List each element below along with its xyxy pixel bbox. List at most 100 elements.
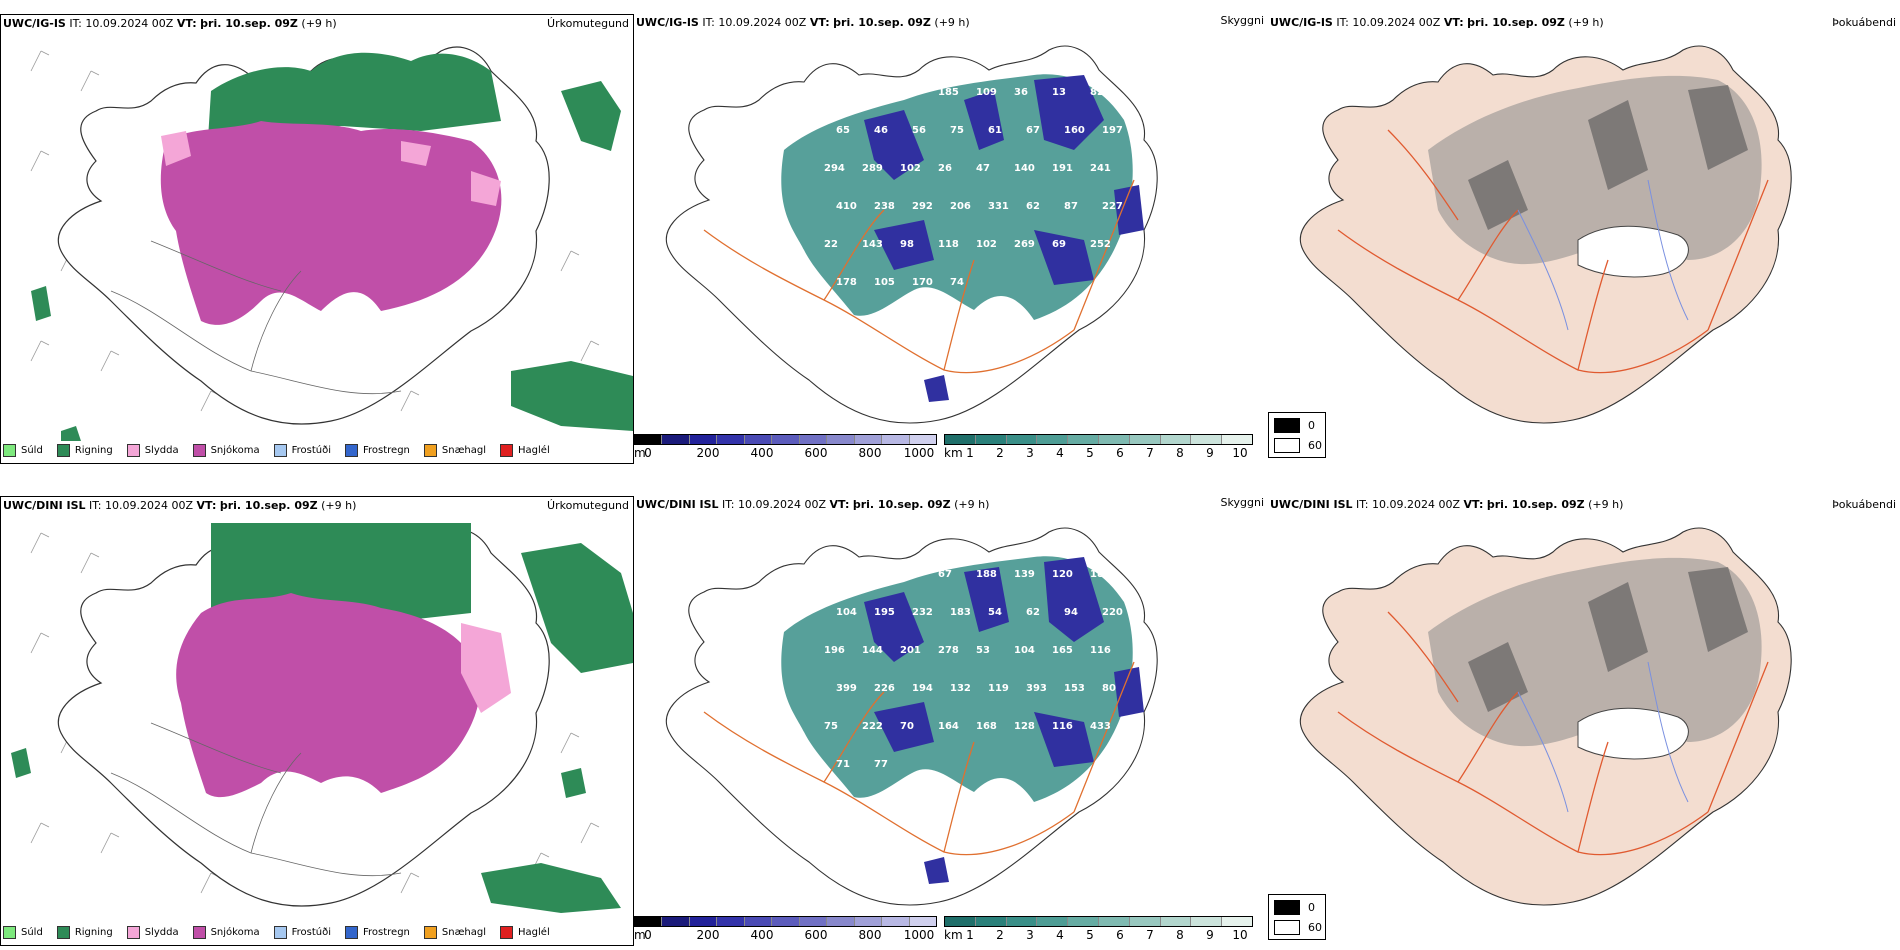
panel-title: UWC/IG-IS IT: 10.09.2024 00Z VT: þri. 10… <box>636 16 970 29</box>
panel-title: UWC/DINI ISL IT: 10.09.2024 00Z VT: þri.… <box>3 499 357 512</box>
tick: 400 <box>750 928 774 942</box>
visibility-value-label: 183 <box>950 607 971 618</box>
visibility-value-label: 18 <box>900 87 914 98</box>
tick: 9 <box>1206 446 1214 460</box>
visibility-unit: km <box>944 928 963 942</box>
visibility-value-label: 98 <box>900 239 914 250</box>
visibility-value-label: 118 <box>938 239 959 250</box>
elevation-ticks: m 0 200 400 600 800 1000 <box>634 927 937 942</box>
visibility-value-label: 105 <box>874 277 895 288</box>
visibility-value-label: 128 <box>1014 721 1035 732</box>
visibility-ticks: km 1 2 3 4 5 6 7 8 9 10 <box>944 927 1253 942</box>
visibility-value-label: 186 <box>1090 569 1111 580</box>
visibility-value-label: 54 <box>988 607 1002 618</box>
tick: 9 <box>1206 928 1214 942</box>
visibility-value-label: 227 <box>1102 201 1123 212</box>
panel-title: UWC/DINI ISL IT: 10.09.2024 00Z VT: þri.… <box>1270 498 1624 511</box>
elevation-unit: m <box>634 928 646 942</box>
visibility-value-label: 289 <box>862 163 883 174</box>
visibility-value-label: 206 <box>950 201 971 212</box>
rivers <box>1517 661 1689 813</box>
tick: 3 <box>1026 446 1034 460</box>
visibility-value-label: 168 <box>976 721 997 732</box>
tick: 2 <box>996 928 1004 942</box>
visibility-value-label: 164 <box>938 721 959 732</box>
visibility-colorbar: km 1 2 3 4 5 6 7 8 9 10 <box>944 434 1253 460</box>
visibility-value-label: 252 <box>1090 239 1111 250</box>
visibility-value-label: 292 <box>912 201 933 212</box>
legend-item-rigning: Rigning <box>56 444 113 457</box>
tick: 8 <box>1176 446 1184 460</box>
fog-legend-black: 0 <box>1274 900 1315 915</box>
tick: 0 <box>644 928 652 942</box>
fog-panel-2: UWC/DINI ISL IT: 10.09.2024 00Z VT: þri.… <box>1268 496 1900 946</box>
elevation-colorbar: m 0 200 400 600 800 1000 <box>634 916 937 942</box>
visibility-value-label: 62 <box>1026 607 1040 618</box>
legend-item-snjokoma: Snjókoma <box>192 926 260 939</box>
precip-legend: Súld Rigning Slydda Snjókoma Frostúði Fr… <box>3 444 550 457</box>
roads <box>110 240 402 395</box>
visibility-value-label: 116 <box>1052 721 1073 732</box>
visibility-value-label: 47 <box>976 163 990 174</box>
fog-legend-white: 60 <box>1274 438 1322 453</box>
visibility-value-label: 201 <box>900 645 921 656</box>
snow-area <box>160 121 502 325</box>
elevation-colorbar: m 0 200 400 600 800 1000 <box>634 434 937 460</box>
visibility-value-label: 220 <box>1102 607 1123 618</box>
visibility-value-label: 94 <box>1064 607 1078 618</box>
fog-white <box>1577 707 1689 760</box>
visibility-value-label: 241 <box>1090 163 1111 174</box>
tick: 3 <box>1026 928 1034 942</box>
legend-item-haglel: Haglél <box>500 444 550 457</box>
legend-item-sud: Súld <box>3 926 43 939</box>
visibility-value-label: 170 <box>912 277 933 288</box>
panel-title: UWC/IG-IS IT: 10.09.2024 00Z VT: þri. 10… <box>3 17 337 30</box>
visibility-value-label: 77 <box>874 759 888 770</box>
elevation-colorbar-bar <box>634 916 937 927</box>
tick: 200 <box>696 446 720 460</box>
visibility-value-label: 191 <box>1052 163 1073 174</box>
tick: 1 <box>966 446 974 460</box>
visibility-value-label: 80 <box>1102 683 1116 694</box>
visibility-value-label: 74 <box>950 277 964 288</box>
tick: 1 <box>966 928 974 942</box>
visibility-value-label: 433 <box>1090 721 1111 732</box>
legend-item-rigning: Rigning <box>56 926 113 939</box>
precip-map <box>11 523 633 913</box>
roads <box>703 661 1135 856</box>
precip-legend: Súld Rigning Slydda Snjókoma Frostúði Fr… <box>3 926 550 939</box>
visibility-value-label: 120 <box>1052 569 1073 580</box>
visibility-value-label: 195 <box>874 607 895 618</box>
tick: 5 <box>1086 446 1094 460</box>
visibility-value-label: 61 <box>900 569 914 580</box>
visibility-value-label: 119 <box>988 683 1009 694</box>
fog-dark <box>1468 567 1748 712</box>
visibility-value-label: 75 <box>950 125 964 136</box>
visibility-value-label: 75 <box>824 721 838 732</box>
visibility-value-label: 102 <box>976 239 997 250</box>
legend-item-sud: Súld <box>3 444 43 457</box>
legend-item-frostudi: Frostúði <box>273 444 331 457</box>
visibility-value-label: 104 <box>836 607 857 618</box>
elevation-colorbar-bar <box>634 434 937 445</box>
tick: 200 <box>696 928 720 942</box>
visibility-value-label: 36 <box>1014 87 1028 98</box>
visibility-value-label: 393 <box>1026 683 1047 694</box>
vis-labels: 123 121 18 185 109 36 13 82 65 46 56 75 61 67 160 197 29… <box>824 87 1123 288</box>
elevation-ticks: m 0 200 400 600 800 1000 <box>634 445 937 460</box>
fog-legend-white: 60 <box>1274 920 1322 935</box>
panel-name: Skyggni <box>1220 14 1264 27</box>
legend-item-snaehagl: Snæhagl <box>423 444 486 457</box>
visibility-panel-1: UWC/IG-IS IT: 10.09.2024 00Z VT: þri. 10… <box>634 14 1268 464</box>
panel-title: UWC/IG-IS IT: 10.09.2024 00Z VT: þri. 10… <box>1270 16 1604 29</box>
visibility-value-label: 104 <box>1014 645 1035 656</box>
visibility-value-label: 178 <box>836 277 857 288</box>
visibility-value-label: 188 <box>976 569 997 580</box>
rain-area <box>206 52 501 171</box>
legend-item-frostregn: Frostregn <box>345 926 410 939</box>
visibility-value-label: 13 <box>1052 87 1066 98</box>
precip-map <box>30 46 633 441</box>
tick: 8 <box>1176 928 1184 942</box>
tick: 4 <box>1056 928 1064 942</box>
visibility-value-label: 65 <box>836 125 850 136</box>
